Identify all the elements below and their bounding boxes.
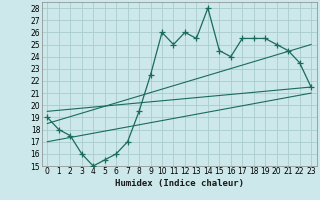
X-axis label: Humidex (Indice chaleur): Humidex (Indice chaleur)	[115, 179, 244, 188]
